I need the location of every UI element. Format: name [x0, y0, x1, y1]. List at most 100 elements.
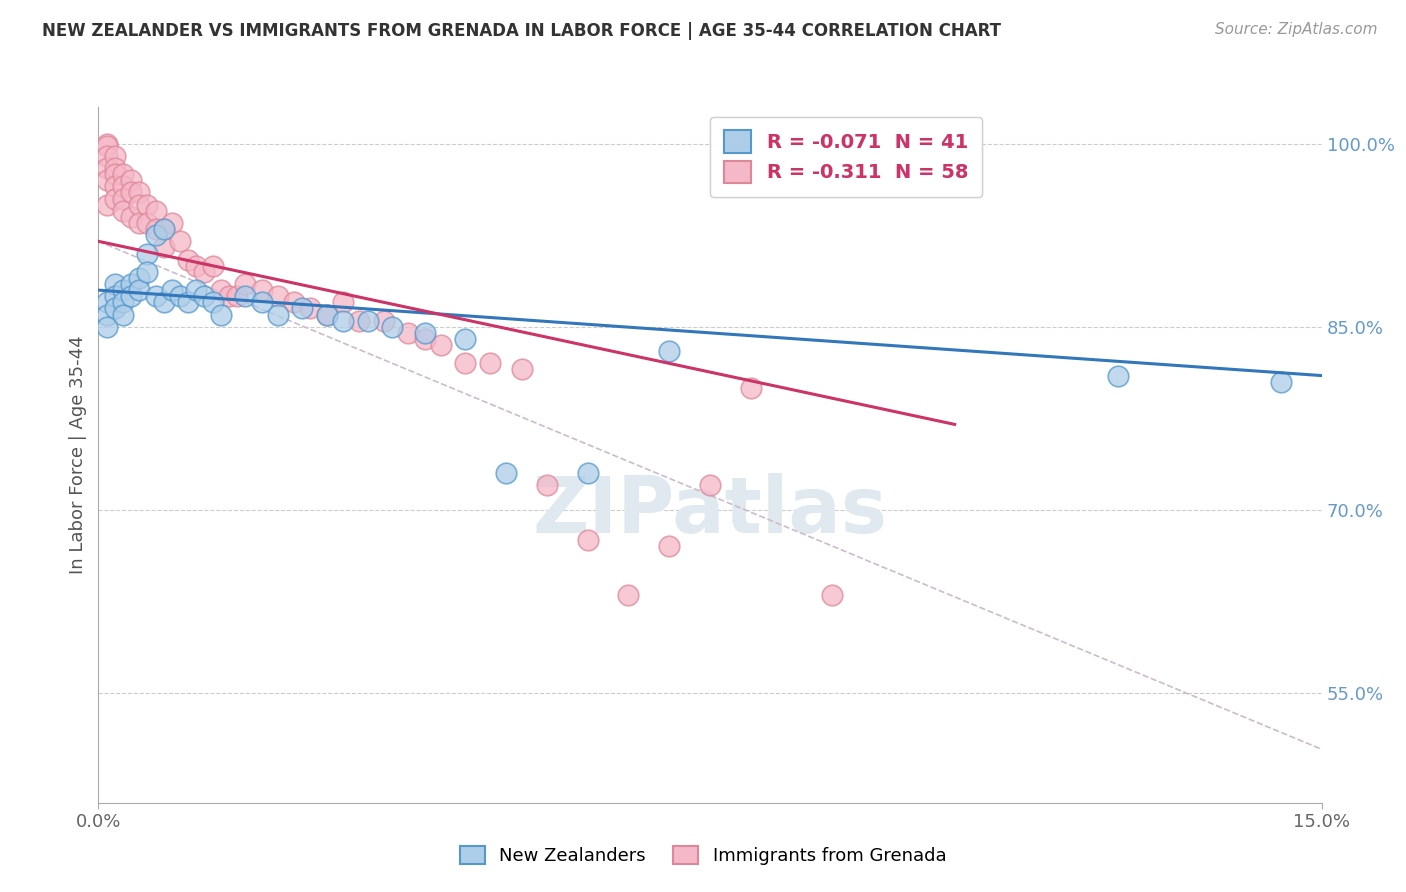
Point	[267, 289, 290, 303]
Point	[478, 356, 501, 370]
Point	[160, 283, 183, 297]
Point	[152, 222, 174, 236]
Point	[201, 259, 224, 273]
Point	[617, 588, 640, 602]
Point	[186, 259, 208, 273]
Point	[96, 139, 118, 153]
Point	[152, 295, 174, 310]
Point	[332, 313, 354, 327]
Point	[250, 283, 273, 297]
Point	[169, 235, 191, 249]
Point	[536, 478, 558, 492]
Point	[104, 192, 127, 206]
Point	[96, 161, 118, 175]
Point	[283, 295, 305, 310]
Point	[177, 252, 200, 267]
Point	[128, 271, 150, 285]
Point	[111, 203, 134, 218]
Point	[128, 186, 150, 200]
Point	[576, 467, 599, 481]
Text: Source: ZipAtlas.com: Source: ZipAtlas.com	[1215, 22, 1378, 37]
Point	[349, 313, 371, 327]
Point	[120, 173, 142, 187]
Point	[104, 289, 127, 303]
Point	[396, 326, 419, 340]
Point	[120, 186, 142, 200]
Point	[169, 289, 191, 303]
Point	[315, 308, 337, 322]
Legend: R = -0.071  N = 41, R = -0.311  N = 58: R = -0.071 N = 41, R = -0.311 N = 58	[710, 117, 981, 196]
Point	[315, 308, 337, 322]
Point	[291, 301, 314, 316]
Point	[136, 216, 159, 230]
Point	[356, 313, 378, 327]
Point	[454, 332, 477, 346]
Point	[267, 308, 290, 322]
Point	[111, 192, 134, 206]
Point	[226, 289, 249, 303]
Point	[201, 295, 224, 310]
Point	[193, 289, 215, 303]
Point	[193, 265, 215, 279]
Point	[512, 362, 534, 376]
Point	[152, 240, 174, 254]
Point	[111, 308, 134, 322]
Point	[128, 197, 150, 211]
Point	[128, 216, 150, 230]
Point	[128, 283, 150, 297]
Point	[136, 197, 159, 211]
Point	[96, 149, 118, 163]
Point	[209, 283, 232, 297]
Point	[120, 277, 142, 291]
Point	[821, 588, 844, 602]
Point	[233, 277, 256, 291]
Text: NEW ZEALANDER VS IMMIGRANTS FROM GRENADA IN LABOR FORCE | AGE 35-44 CORRELATION : NEW ZEALANDER VS IMMIGRANTS FROM GRENADA…	[42, 22, 1001, 40]
Point	[1270, 375, 1292, 389]
Text: ZIPatlas: ZIPatlas	[533, 473, 887, 549]
Point	[413, 326, 436, 340]
Point	[430, 338, 453, 352]
Point	[454, 356, 477, 370]
Point	[104, 301, 127, 316]
Legend: New Zealanders, Immigrants from Grenada: New Zealanders, Immigrants from Grenada	[450, 837, 956, 874]
Point	[111, 295, 134, 310]
Point	[250, 295, 273, 310]
Point	[96, 197, 118, 211]
Point	[145, 203, 167, 218]
Point	[576, 533, 599, 548]
Point	[136, 265, 159, 279]
Point	[145, 222, 167, 236]
Point	[96, 295, 118, 310]
Point	[658, 344, 681, 359]
Point	[160, 216, 183, 230]
Point	[111, 283, 134, 297]
Point	[136, 246, 159, 260]
Point	[104, 167, 127, 181]
Point	[658, 540, 681, 554]
Y-axis label: In Labor Force | Age 35-44: In Labor Force | Age 35-44	[69, 335, 87, 574]
Point	[152, 222, 174, 236]
Point	[104, 161, 127, 175]
Point	[111, 179, 134, 194]
Point	[381, 319, 404, 334]
Point	[120, 210, 142, 224]
Point	[1107, 368, 1129, 383]
Point	[699, 478, 721, 492]
Point	[96, 173, 118, 187]
Point	[740, 381, 762, 395]
Point	[96, 136, 118, 151]
Point	[413, 332, 436, 346]
Point	[177, 295, 200, 310]
Point	[495, 467, 517, 481]
Point	[104, 277, 127, 291]
Point	[104, 179, 127, 194]
Point	[111, 167, 134, 181]
Point	[120, 289, 142, 303]
Point	[145, 228, 167, 243]
Point	[104, 149, 127, 163]
Point	[233, 289, 256, 303]
Point	[96, 308, 118, 322]
Point	[373, 313, 395, 327]
Point	[96, 319, 118, 334]
Point	[299, 301, 322, 316]
